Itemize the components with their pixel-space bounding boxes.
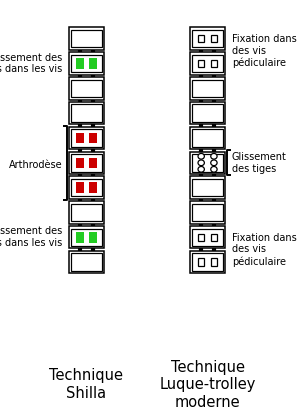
Bar <box>211 258 217 266</box>
Bar <box>71 55 102 72</box>
Bar <box>192 154 223 171</box>
Bar <box>76 58 84 69</box>
Bar <box>69 226 104 248</box>
Bar <box>190 127 225 149</box>
Text: Fixation dans
des vis
pédiculaire: Fixation dans des vis pédiculaire <box>232 233 296 267</box>
Bar <box>89 182 97 193</box>
Bar <box>71 104 102 122</box>
Bar <box>211 35 217 42</box>
Ellipse shape <box>198 166 205 172</box>
Text: Glissement des
tiges dans les vis: Glissement des tiges dans les vis <box>0 53 62 74</box>
Bar <box>190 176 225 199</box>
Bar <box>190 251 225 274</box>
Bar <box>76 158 84 168</box>
Bar <box>71 253 102 271</box>
Ellipse shape <box>198 160 205 166</box>
Bar <box>192 129 223 147</box>
Bar <box>76 232 84 243</box>
Text: Technique
Luque-trolley
moderne: Technique Luque-trolley moderne <box>159 360 256 407</box>
Bar <box>69 251 104 274</box>
Bar <box>69 52 104 74</box>
Bar <box>69 176 104 199</box>
Ellipse shape <box>198 153 205 159</box>
Bar <box>69 151 104 174</box>
Bar <box>69 102 104 125</box>
Bar <box>190 201 225 224</box>
Bar <box>71 229 102 246</box>
Ellipse shape <box>211 153 217 159</box>
Bar <box>192 179 223 196</box>
Bar <box>198 258 204 266</box>
Text: Fixation dans
des vis
pédiculaire: Fixation dans des vis pédiculaire <box>232 34 296 68</box>
Bar <box>76 133 84 143</box>
Bar <box>190 77 225 99</box>
Bar <box>69 201 104 224</box>
Bar <box>211 60 217 67</box>
Bar <box>71 204 102 221</box>
Bar <box>192 229 223 246</box>
Ellipse shape <box>211 160 217 166</box>
Bar <box>192 204 223 221</box>
Bar <box>69 77 104 99</box>
Bar <box>89 133 97 143</box>
Text: Glissement
des tiges: Glissement des tiges <box>232 152 287 174</box>
Bar <box>192 253 223 271</box>
Bar <box>198 234 204 241</box>
Bar <box>198 60 204 67</box>
Bar <box>211 234 217 241</box>
Bar <box>192 55 223 72</box>
Bar <box>198 35 204 42</box>
Bar <box>192 104 223 122</box>
Text: Glissement des
tiges dans les vis: Glissement des tiges dans les vis <box>0 226 62 248</box>
Bar <box>71 30 102 47</box>
Bar <box>192 79 223 97</box>
Bar <box>192 30 223 47</box>
Bar <box>190 151 225 174</box>
Bar <box>190 52 225 74</box>
Bar <box>89 58 97 69</box>
Bar <box>190 226 225 248</box>
Bar <box>190 27 225 50</box>
Bar <box>69 127 104 149</box>
Bar <box>89 232 97 243</box>
Bar <box>71 129 102 147</box>
Bar <box>89 158 97 168</box>
Bar <box>190 102 225 125</box>
Bar <box>71 154 102 171</box>
Ellipse shape <box>211 166 217 172</box>
Bar <box>76 182 84 193</box>
Text: Technique
Shilla: Technique Shilla <box>49 368 123 401</box>
Bar <box>71 179 102 196</box>
Bar <box>69 27 104 50</box>
Text: Arthrodèse: Arthrodèse <box>9 160 62 170</box>
Bar <box>71 79 102 97</box>
